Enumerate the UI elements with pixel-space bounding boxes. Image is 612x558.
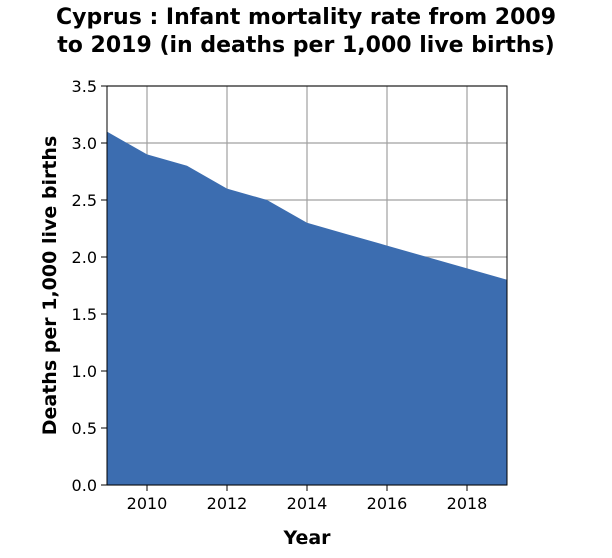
- y-tick-label: 2.5: [72, 191, 97, 210]
- x-axis: 2010 2012 2014 2016 2018: [127, 485, 488, 513]
- x-tick-label: 2012: [207, 494, 248, 513]
- y-tick-label: 3.5: [72, 77, 97, 96]
- y-tick-label: 0.5: [72, 419, 97, 438]
- x-tick-label: 2016: [367, 494, 408, 513]
- area-series: [107, 131, 507, 485]
- chart-title: Cyprus : Infant mortality rate from 2009…: [0, 4, 612, 60]
- x-tick-label: 2018: [447, 494, 488, 513]
- chart-title-line-2: to 2019 (in deaths per 1,000 live births…: [57, 33, 555, 58]
- y-tick-label: 0.0: [72, 476, 97, 495]
- y-axis-title: Deaths per 1,000 live births: [39, 136, 61, 436]
- x-tick-label: 2014: [287, 494, 328, 513]
- y-tick-label: 2.0: [72, 248, 97, 267]
- x-tick-label: 2010: [127, 494, 168, 513]
- chart-title-line-1: Cyprus : Infant mortality rate from 2009: [55, 5, 557, 30]
- y-tick-label: 3.0: [72, 134, 97, 153]
- y-tick-label: 1.5: [72, 305, 97, 324]
- y-tick-label: 1.0: [72, 362, 97, 381]
- y-axis: 0.0 0.5 1.0 1.5 2.0 2.5 3.0 3.5: [72, 77, 107, 495]
- x-axis-title: Year: [282, 527, 331, 549]
